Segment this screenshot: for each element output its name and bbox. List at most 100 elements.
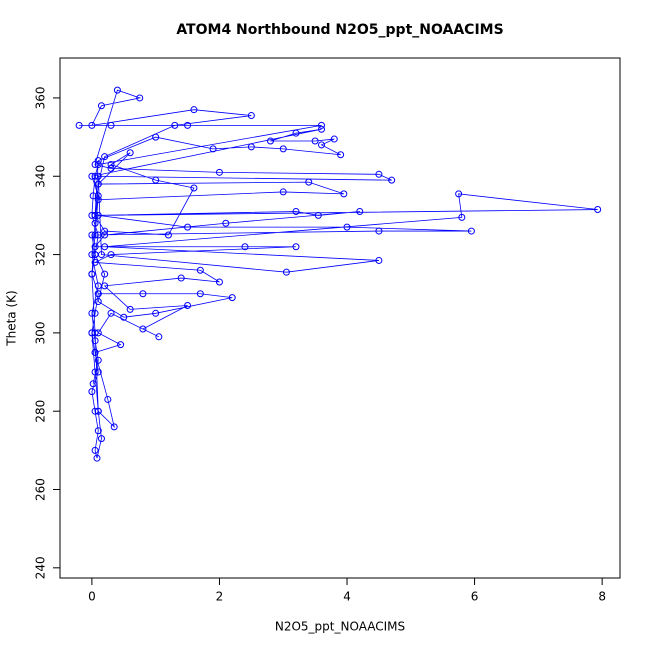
- x-tick-label: 2: [216, 590, 224, 604]
- y-tick-label: 300: [34, 321, 48, 344]
- data-point: [126, 149, 134, 157]
- y-tick-label: 320: [34, 243, 48, 266]
- data-point: [388, 176, 396, 184]
- data-point: [107, 164, 115, 172]
- data-point: [184, 223, 192, 231]
- data-point: [184, 121, 192, 129]
- data-point: [117, 341, 125, 349]
- x-tick-label: 0: [88, 590, 96, 604]
- data-point: [94, 192, 102, 200]
- data-point: [97, 102, 105, 110]
- data-point: [356, 207, 364, 215]
- data-point: [196, 266, 204, 274]
- data-point: [458, 213, 466, 221]
- data-point: [318, 125, 326, 133]
- data-point: [94, 298, 102, 306]
- data-point: [91, 309, 99, 317]
- data-point: [91, 348, 99, 356]
- data-point: [94, 211, 102, 219]
- data-point: [337, 151, 345, 159]
- data-point: [88, 251, 96, 259]
- x-tick-label: 4: [343, 590, 351, 604]
- data-point: [139, 325, 147, 333]
- data-point: [91, 407, 99, 415]
- data-point: [375, 256, 383, 264]
- data-point: [91, 337, 99, 345]
- data-point: [215, 278, 223, 286]
- data-point: [94, 157, 102, 165]
- data-point: [343, 223, 351, 231]
- data-point: [330, 135, 338, 143]
- data-point: [91, 368, 99, 376]
- data-point: [177, 274, 185, 282]
- data-point: [91, 258, 99, 266]
- data-point: [209, 145, 217, 153]
- data-point: [318, 141, 326, 149]
- data-point: [94, 282, 102, 290]
- data-point: [222, 219, 230, 227]
- data-point: [279, 145, 287, 153]
- data-point: [75, 121, 83, 129]
- data-point: [91, 329, 99, 337]
- data-point: [91, 219, 99, 227]
- data-point: [311, 137, 319, 145]
- data-point: [107, 309, 115, 317]
- data-point: [279, 188, 287, 196]
- data-point: [94, 356, 102, 364]
- data-point: [292, 243, 300, 251]
- data-point: [305, 178, 313, 186]
- data-point: [101, 153, 109, 161]
- data-point: [97, 251, 105, 259]
- data-point: [139, 290, 147, 298]
- data-point: [94, 427, 102, 435]
- x-tick-label: 6: [471, 590, 479, 604]
- data-point: [113, 86, 121, 94]
- data-point: [375, 170, 383, 178]
- data-point: [101, 243, 109, 251]
- data-point: [314, 211, 322, 219]
- data-point: [94, 329, 102, 337]
- x-axis-label: N2O5_ppt_NOAACIMS: [275, 620, 405, 634]
- data-point: [292, 207, 300, 215]
- data-point: [94, 161, 102, 169]
- data-point: [91, 446, 99, 454]
- data-point: [266, 137, 274, 145]
- data-point: [97, 435, 105, 443]
- data-point: [88, 388, 96, 396]
- data-point: [340, 190, 348, 198]
- data-point: [107, 121, 115, 129]
- data-point: [107, 251, 115, 259]
- data-point: [292, 129, 300, 137]
- data-point: [101, 227, 109, 235]
- data-point: [455, 190, 463, 198]
- data-point: [190, 106, 198, 114]
- data-point: [88, 309, 96, 317]
- y-tick-label: 280: [34, 400, 48, 423]
- data-point: [94, 290, 102, 298]
- data-point: [136, 94, 144, 102]
- data-point: [228, 294, 236, 302]
- data-point: [88, 172, 96, 180]
- data-point: [184, 301, 192, 309]
- data-point: [247, 112, 255, 120]
- data-point: [89, 380, 97, 388]
- y-tick-label: 240: [34, 556, 48, 579]
- data-point: [89, 192, 97, 200]
- data-point: [241, 243, 249, 251]
- data-point: [152, 309, 160, 317]
- data-point: [88, 121, 96, 129]
- data-point: [91, 211, 99, 219]
- data-point: [247, 143, 255, 151]
- x-tick-label: 8: [598, 590, 606, 604]
- data-point: [196, 290, 204, 298]
- data-point: [94, 368, 102, 376]
- data-point: [88, 231, 96, 239]
- data-point: [101, 231, 109, 239]
- data-point: [171, 121, 179, 129]
- data-point: [110, 423, 118, 431]
- plot-frame: [59, 57, 621, 579]
- data-point: [126, 305, 134, 313]
- data-point: [120, 313, 128, 321]
